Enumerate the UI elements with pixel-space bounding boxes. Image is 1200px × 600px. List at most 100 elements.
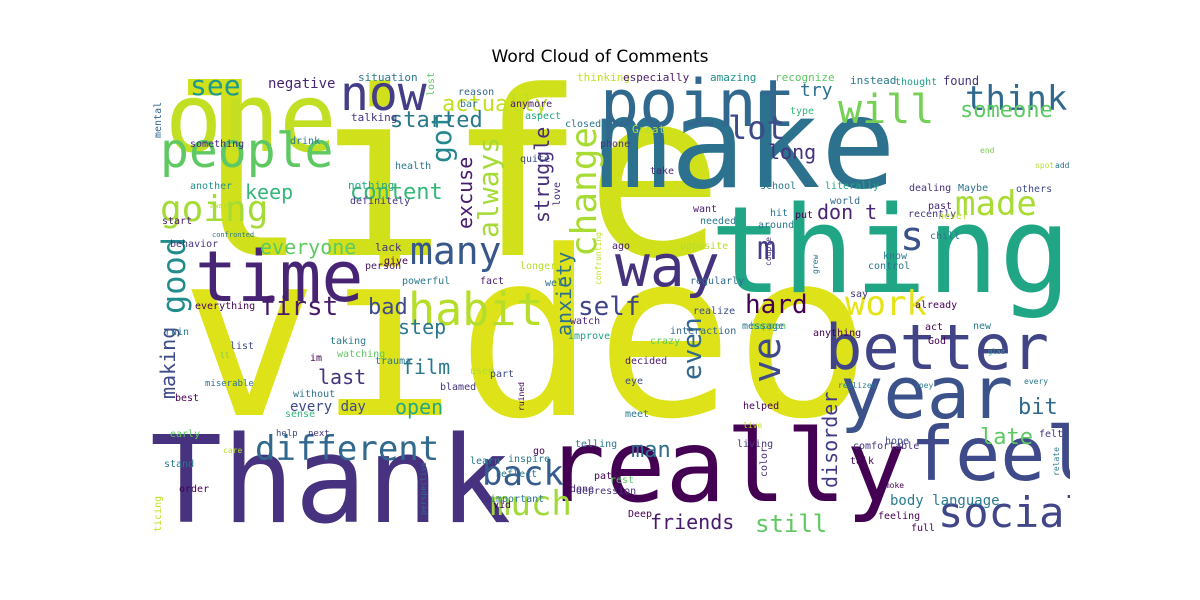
word-dealing: dealing: [909, 183, 952, 194]
word-going: going: [160, 189, 269, 230]
word-reason: reason: [458, 87, 495, 98]
word-improve: improve: [568, 331, 611, 342]
word-part: part: [490, 369, 515, 380]
word-especially: especially: [623, 72, 690, 84]
word-social: social: [938, 488, 1070, 533]
word-add: add: [1055, 161, 1070, 170]
word-point: point: [600, 72, 796, 142]
word-grew: grew: [811, 254, 820, 274]
word-drink: drink: [290, 136, 321, 147]
word-watching: watching: [337, 349, 386, 360]
word-bad: bad: [368, 295, 408, 320]
word-everyone: everyone: [260, 235, 357, 259]
word-anymore: anymore: [510, 99, 553, 110]
word-new: new: [973, 321, 992, 332]
word-used: used: [470, 366, 495, 377]
word-lot: lot: [728, 109, 786, 147]
word-friends: friends: [650, 510, 735, 532]
word-regularly: regularly: [690, 276, 745, 287]
word-done: done: [570, 484, 595, 495]
word-negative: negative: [268, 76, 336, 92]
word-deep: Deep: [628, 509, 653, 520]
word-lost: lost: [426, 72, 437, 96]
word-practicing: practicing: [153, 495, 164, 532]
word-god: God: [928, 336, 947, 347]
word-content: content: [350, 180, 443, 205]
word-better: better: [825, 311, 1049, 384]
word-past: past: [928, 201, 953, 212]
word-meet: meet: [625, 409, 650, 420]
word-feeling: feeling: [878, 511, 921, 522]
word-recently: recently: [908, 209, 957, 220]
word-end: end: [980, 146, 995, 155]
word-everything: everything: [195, 301, 256, 312]
word-anything: anything: [813, 328, 862, 339]
word-ruin: ruin: [165, 327, 190, 338]
word-watch: watch: [570, 316, 601, 327]
word-give: give: [384, 256, 409, 267]
word-man: man: [631, 438, 671, 463]
word-people: people: [160, 123, 334, 179]
word-video: video: [180, 203, 873, 470]
word-world: world: [830, 196, 861, 207]
word-feel: feel: [910, 410, 1070, 498]
word-blamed: blamed: [440, 382, 477, 393]
word-ruined: ruined: [517, 382, 526, 411]
word-go: go: [533, 446, 546, 457]
word-realize: realize: [693, 306, 736, 317]
word-really: really: [545, 408, 907, 525]
word-amazing: amazing: [710, 72, 757, 84]
word-hope: hope: [885, 436, 910, 447]
word-still: still: [755, 510, 828, 532]
word-keep: keep: [245, 180, 294, 204]
word-control: control: [868, 261, 911, 272]
word-aspect: aspect: [525, 111, 562, 122]
word-made: made: [955, 184, 1037, 224]
word-every: every: [1024, 377, 1049, 386]
word-last: last: [318, 365, 367, 389]
word-make: make: [595, 72, 897, 217]
word-rest: rest: [610, 475, 635, 486]
word-living: living: [737, 439, 774, 450]
word-see: see: [190, 72, 241, 102]
word-fact: fact: [480, 276, 505, 287]
word-color: color: [759, 446, 770, 477]
word-back: back: [482, 454, 564, 494]
word-trauma: trauma: [375, 356, 412, 367]
word-early: early: [170, 429, 201, 440]
word-felt: felt: [1039, 429, 1064, 440]
word-mental: mental: [153, 101, 164, 138]
word-live: live: [743, 421, 763, 430]
word-cloud: video life make thing Thank really one point tim…: [150, 72, 1070, 532]
word-realized: realized: [838, 381, 877, 390]
word-powerful: powerful: [402, 276, 451, 287]
word-know: know: [883, 251, 908, 262]
word-around: around: [758, 220, 795, 231]
word-step: step: [398, 315, 447, 339]
word-spot: spot: [1035, 161, 1055, 170]
word-next: next: [308, 429, 330, 439]
word-confronting: confronting: [594, 232, 603, 285]
word-full: full: [911, 523, 936, 533]
word-vid: vid: [493, 500, 512, 511]
word-school: school: [760, 181, 797, 192]
word-miserable: miserable: [205, 379, 254, 389]
word-nothing: nothing: [348, 179, 395, 192]
word-chill: chill: [930, 231, 961, 242]
word-health: health: [395, 161, 432, 172]
word-definitely: definitely: [350, 196, 411, 207]
word-longer: longer: [520, 261, 557, 272]
word-crazy: crazy: [650, 336, 681, 347]
word-want: want: [693, 204, 718, 215]
word-joey: Joey: [914, 381, 934, 390]
word-ago: ago: [612, 241, 631, 252]
word-interaction: interaction: [670, 326, 737, 337]
word-habit: habit: [408, 283, 544, 336]
word-never: never: [938, 211, 969, 222]
word-instead: instead: [850, 74, 897, 87]
word-struggle: struggle: [530, 126, 554, 223]
word-another: another: [190, 181, 233, 192]
word-talking: talking: [351, 111, 398, 124]
word-love: love: [552, 181, 563, 206]
word-sense: sense: [285, 409, 316, 420]
